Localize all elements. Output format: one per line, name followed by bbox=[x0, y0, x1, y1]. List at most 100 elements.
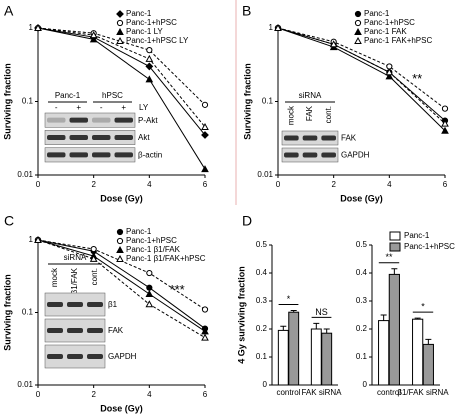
legend-label: Panc-1+hPSC bbox=[126, 18, 177, 27]
y-tick-label: 1 bbox=[29, 235, 34, 244]
legend-marker bbox=[116, 27, 124, 35]
inset-group: Panc-1 bbox=[55, 91, 81, 100]
blot-band bbox=[284, 135, 299, 141]
marker bbox=[145, 289, 154, 297]
legend-marker bbox=[116, 237, 124, 245]
bar bbox=[288, 311, 300, 386]
inset-band-label: β1 bbox=[108, 300, 118, 309]
y-axis-label: Surviving fraction bbox=[2, 274, 12, 351]
x-tick-label: 0 bbox=[36, 390, 41, 399]
x-tick-label: 0 bbox=[276, 180, 281, 189]
series-line bbox=[277, 27, 446, 121]
blot-band bbox=[87, 354, 103, 359]
x-tick-label: β1/FAK siRNA bbox=[397, 388, 449, 397]
inset-band-label: P-Akt bbox=[138, 116, 158, 125]
blot-band bbox=[67, 354, 83, 359]
legend-label: Panc-1 β1/FAK+hPSC bbox=[126, 254, 206, 263]
x-axis-label: Dose (Gy) bbox=[340, 193, 383, 203]
marker bbox=[89, 31, 98, 39]
marker bbox=[385, 72, 394, 80]
panel-label: A bbox=[4, 3, 14, 19]
blot-band bbox=[47, 152, 66, 158]
legend-label: Panc-1 bbox=[364, 9, 390, 18]
y-tick-label: 0.5 bbox=[356, 240, 368, 249]
legend-marker bbox=[116, 19, 124, 27]
error-bar bbox=[391, 268, 398, 275]
legend-label: Panc-1 FAK bbox=[364, 27, 407, 36]
x-tick-label: control bbox=[276, 388, 300, 397]
legend-label: Panc-1+hPSC bbox=[364, 18, 415, 27]
y-tick-label: 0.5 bbox=[256, 240, 268, 249]
marker bbox=[274, 23, 282, 31]
blot-band bbox=[87, 328, 103, 333]
blot-band bbox=[92, 117, 111, 123]
legend-label: Panc-1+hPSC bbox=[126, 236, 177, 245]
blot-band bbox=[47, 135, 66, 140]
marker bbox=[441, 126, 449, 134]
inset-band-label: FAK bbox=[108, 326, 124, 335]
y-axis-label: 4 Gy surviving fraction bbox=[236, 266, 246, 364]
inset-lane: - bbox=[100, 103, 103, 112]
series-line bbox=[37, 27, 206, 136]
blot-band bbox=[67, 328, 83, 333]
y-tick-label: 0.1 bbox=[262, 97, 274, 106]
marker bbox=[201, 101, 209, 108]
blot-band bbox=[302, 152, 318, 158]
legend-marker bbox=[354, 27, 362, 35]
significance: * bbox=[287, 294, 291, 304]
inset-lane: + bbox=[76, 103, 81, 112]
marker bbox=[441, 119, 449, 127]
significance: ** bbox=[385, 252, 393, 262]
marker bbox=[145, 54, 154, 62]
y-tick-label: 0.3 bbox=[256, 296, 268, 305]
inset-band-label: FAK bbox=[341, 134, 357, 143]
x-tick-label: 2 bbox=[91, 390, 96, 399]
significance: * bbox=[421, 301, 425, 311]
legend-marker bbox=[354, 36, 362, 44]
marker bbox=[201, 306, 209, 313]
blot-band bbox=[114, 117, 133, 123]
legend-marker bbox=[354, 19, 362, 27]
x-axis-label: Dose (Gy) bbox=[100, 403, 143, 413]
inset-lane: cont. bbox=[324, 106, 333, 123]
inset-band-label: β-actin bbox=[138, 150, 162, 159]
bar bbox=[412, 318, 424, 386]
marker bbox=[145, 62, 154, 71]
y-tick-label: 0.4 bbox=[256, 268, 268, 277]
blot-band bbox=[321, 135, 336, 141]
marker bbox=[146, 269, 153, 277]
marker bbox=[34, 235, 42, 243]
blot-band bbox=[47, 302, 63, 307]
marker bbox=[201, 165, 209, 173]
inset-group: hPSC bbox=[102, 91, 123, 100]
inset-lane: cont. bbox=[90, 268, 99, 285]
y-tick-label: 1 bbox=[29, 23, 34, 32]
marker bbox=[201, 333, 209, 341]
blot-band bbox=[284, 152, 299, 158]
marker bbox=[146, 284, 153, 291]
marker bbox=[441, 105, 449, 112]
x-tick-label: 6 bbox=[443, 180, 448, 189]
x-tick-label: FAK siRNA bbox=[301, 388, 342, 397]
blot-panel bbox=[44, 112, 136, 128]
y-tick-label: 1 bbox=[269, 23, 274, 32]
significance: ** bbox=[412, 71, 422, 86]
blot-band bbox=[321, 152, 336, 158]
x-tick-label: 2 bbox=[91, 180, 96, 189]
significance: NS bbox=[315, 307, 328, 317]
x-tick-label: 2 bbox=[331, 180, 336, 189]
marker bbox=[201, 131, 209, 139]
marker bbox=[89, 35, 98, 43]
y-tick-label: 0.2 bbox=[356, 324, 368, 333]
bar bbox=[378, 320, 390, 386]
x-tick-label: 4 bbox=[387, 180, 392, 189]
inset-lane: β1/FAK bbox=[70, 267, 79, 294]
x-tick-label: control bbox=[377, 388, 401, 397]
y-axis-label: Surviving fraction bbox=[2, 63, 12, 140]
y-tick-label: 0 bbox=[363, 380, 368, 389]
significance: *** bbox=[170, 282, 185, 297]
x-axis-label: Dose (Gy) bbox=[100, 193, 143, 203]
blot-band bbox=[47, 354, 63, 359]
series-line bbox=[37, 239, 206, 329]
blot-band bbox=[92, 135, 111, 140]
